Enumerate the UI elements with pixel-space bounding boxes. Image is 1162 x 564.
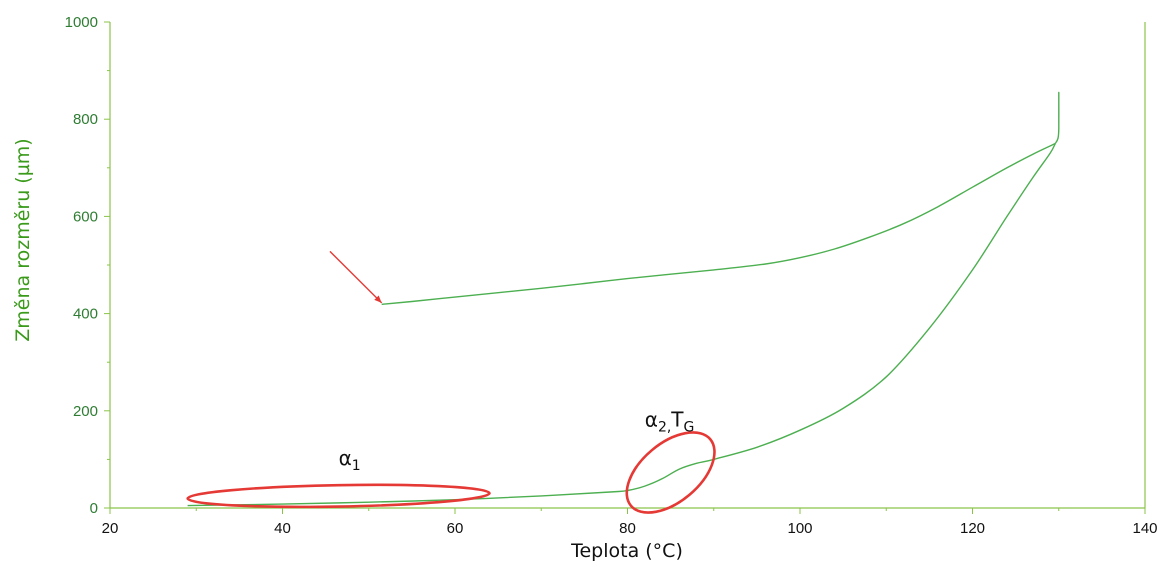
annotation-ellipse xyxy=(625,431,716,514)
y-tick-label: 0 xyxy=(90,500,98,517)
x-tick-label: 80 xyxy=(619,520,636,537)
annotation-ellipse xyxy=(186,483,491,509)
x-axis-title: Teplota (°C) xyxy=(570,540,683,562)
y-tick-label: 600 xyxy=(73,208,98,225)
y-tick-label: 800 xyxy=(73,111,98,128)
x-tick-label: 140 xyxy=(1132,520,1157,537)
axes: 0 200 400 600 800 1000 20 40 60 80 100 120 140 xyxy=(65,14,1158,537)
arrow-line xyxy=(329,250,383,304)
arrow-head xyxy=(374,295,382,303)
curve-spike xyxy=(1054,91,1060,144)
curve-cooling xyxy=(381,142,1056,306)
annotation-label: α2,TG xyxy=(645,407,695,435)
annotation-label: α1 xyxy=(339,446,361,474)
annotations: α1 α2,TG xyxy=(186,250,716,514)
y-axis-title: Změna rozměru (µm) xyxy=(12,138,34,341)
x-tick-label: 100 xyxy=(787,520,812,537)
x-tick-label: 40 xyxy=(274,520,291,537)
y-tick-label: 200 xyxy=(73,403,98,420)
curves xyxy=(187,91,1060,507)
y-tick-label: 400 xyxy=(73,306,98,323)
curve-heating xyxy=(187,143,1056,507)
x-tick-label: 60 xyxy=(447,520,464,537)
x-tick-label: 120 xyxy=(960,520,985,537)
y-tick-label: 1000 xyxy=(65,14,98,31)
x-tick-label: 20 xyxy=(102,520,119,537)
